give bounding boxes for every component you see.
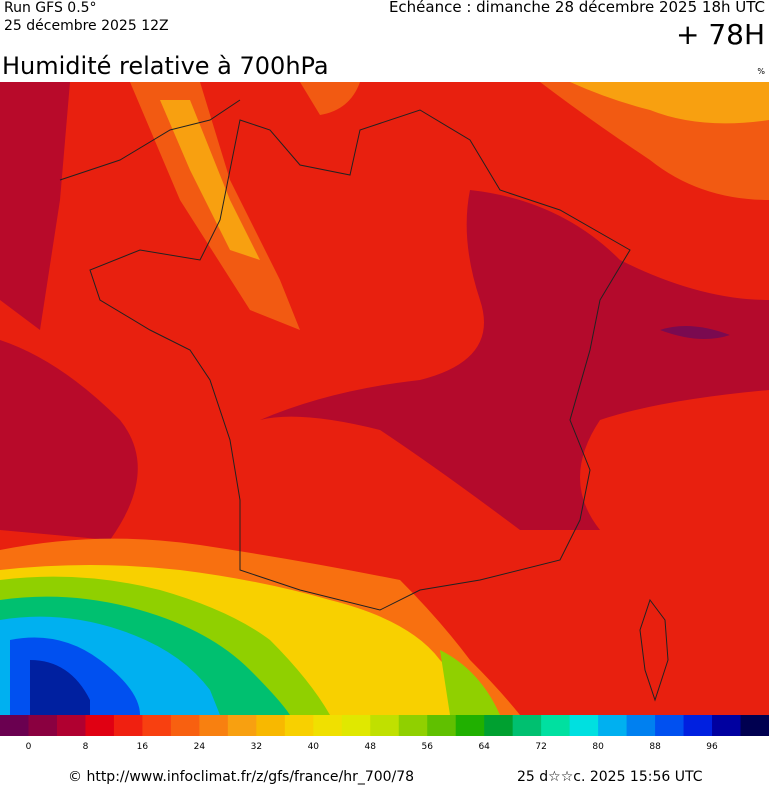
color-swatch — [598, 715, 628, 736]
colorbar-label: 56 — [421, 742, 433, 752]
color-swatch — [740, 715, 769, 736]
color-swatch — [256, 715, 286, 736]
color-swatch — [512, 715, 542, 736]
color-swatch — [398, 715, 428, 736]
colorbar-label: 0 — [26, 742, 32, 752]
run-date: 25 décembre 2025 12Z — [4, 18, 169, 34]
colorbar-label: 88 — [649, 742, 661, 752]
source-url: © http://www.infoclimat.fr/z/gfs/france/… — [68, 769, 414, 785]
colorbar-label: 72 — [535, 742, 546, 752]
color-swatch — [85, 715, 115, 736]
generated-time: 25 d☆☆c. 2025 15:56 UTC — [517, 769, 703, 785]
lead-time: + 78H — [676, 18, 765, 51]
color-swatch — [541, 715, 571, 736]
color-swatch — [284, 715, 314, 736]
color-swatch — [227, 715, 257, 736]
color-swatch — [341, 715, 371, 736]
color-swatch — [427, 715, 457, 736]
valid-time: Echéance : dimanche 28 décembre 2025 18h… — [389, 0, 765, 16]
color-swatch — [569, 715, 599, 736]
colorbar-label: 32 — [251, 742, 262, 752]
color-swatch — [712, 715, 742, 736]
color-swatch — [0, 715, 29, 736]
colorbar-label: 40 — [308, 742, 320, 752]
colorbar-label: 16 — [137, 742, 149, 752]
color-swatch — [142, 715, 172, 736]
color-swatch — [170, 715, 200, 736]
color-swatch — [370, 715, 400, 736]
unit: % — [757, 67, 765, 76]
colorbar-label: 80 — [592, 742, 604, 752]
color-swatch — [28, 715, 58, 736]
colorbar-label: 24 — [194, 742, 206, 752]
colorbar-label: 48 — [365, 742, 377, 752]
color-swatch — [113, 715, 143, 736]
color-swatch — [56, 715, 86, 736]
color-swatch — [683, 715, 713, 736]
run-label: Run GFS 0.5° — [4, 0, 97, 16]
colorbar-label: 64 — [478, 742, 490, 752]
color-swatch — [655, 715, 685, 736]
map-title: Humidité relative à 700hPa — [2, 52, 329, 80]
colorbar-label: 96 — [706, 742, 718, 752]
color-swatch — [626, 715, 656, 736]
colorbar: 0 8 16 24 32 40 48 56 64 72 80 88 96 — [0, 715, 769, 752]
color-swatch — [484, 715, 514, 736]
color-swatch — [199, 715, 229, 736]
colorbar-label: 8 — [83, 742, 89, 752]
color-swatch — [455, 715, 485, 736]
color-swatch — [313, 715, 343, 736]
map — [0, 82, 769, 715]
